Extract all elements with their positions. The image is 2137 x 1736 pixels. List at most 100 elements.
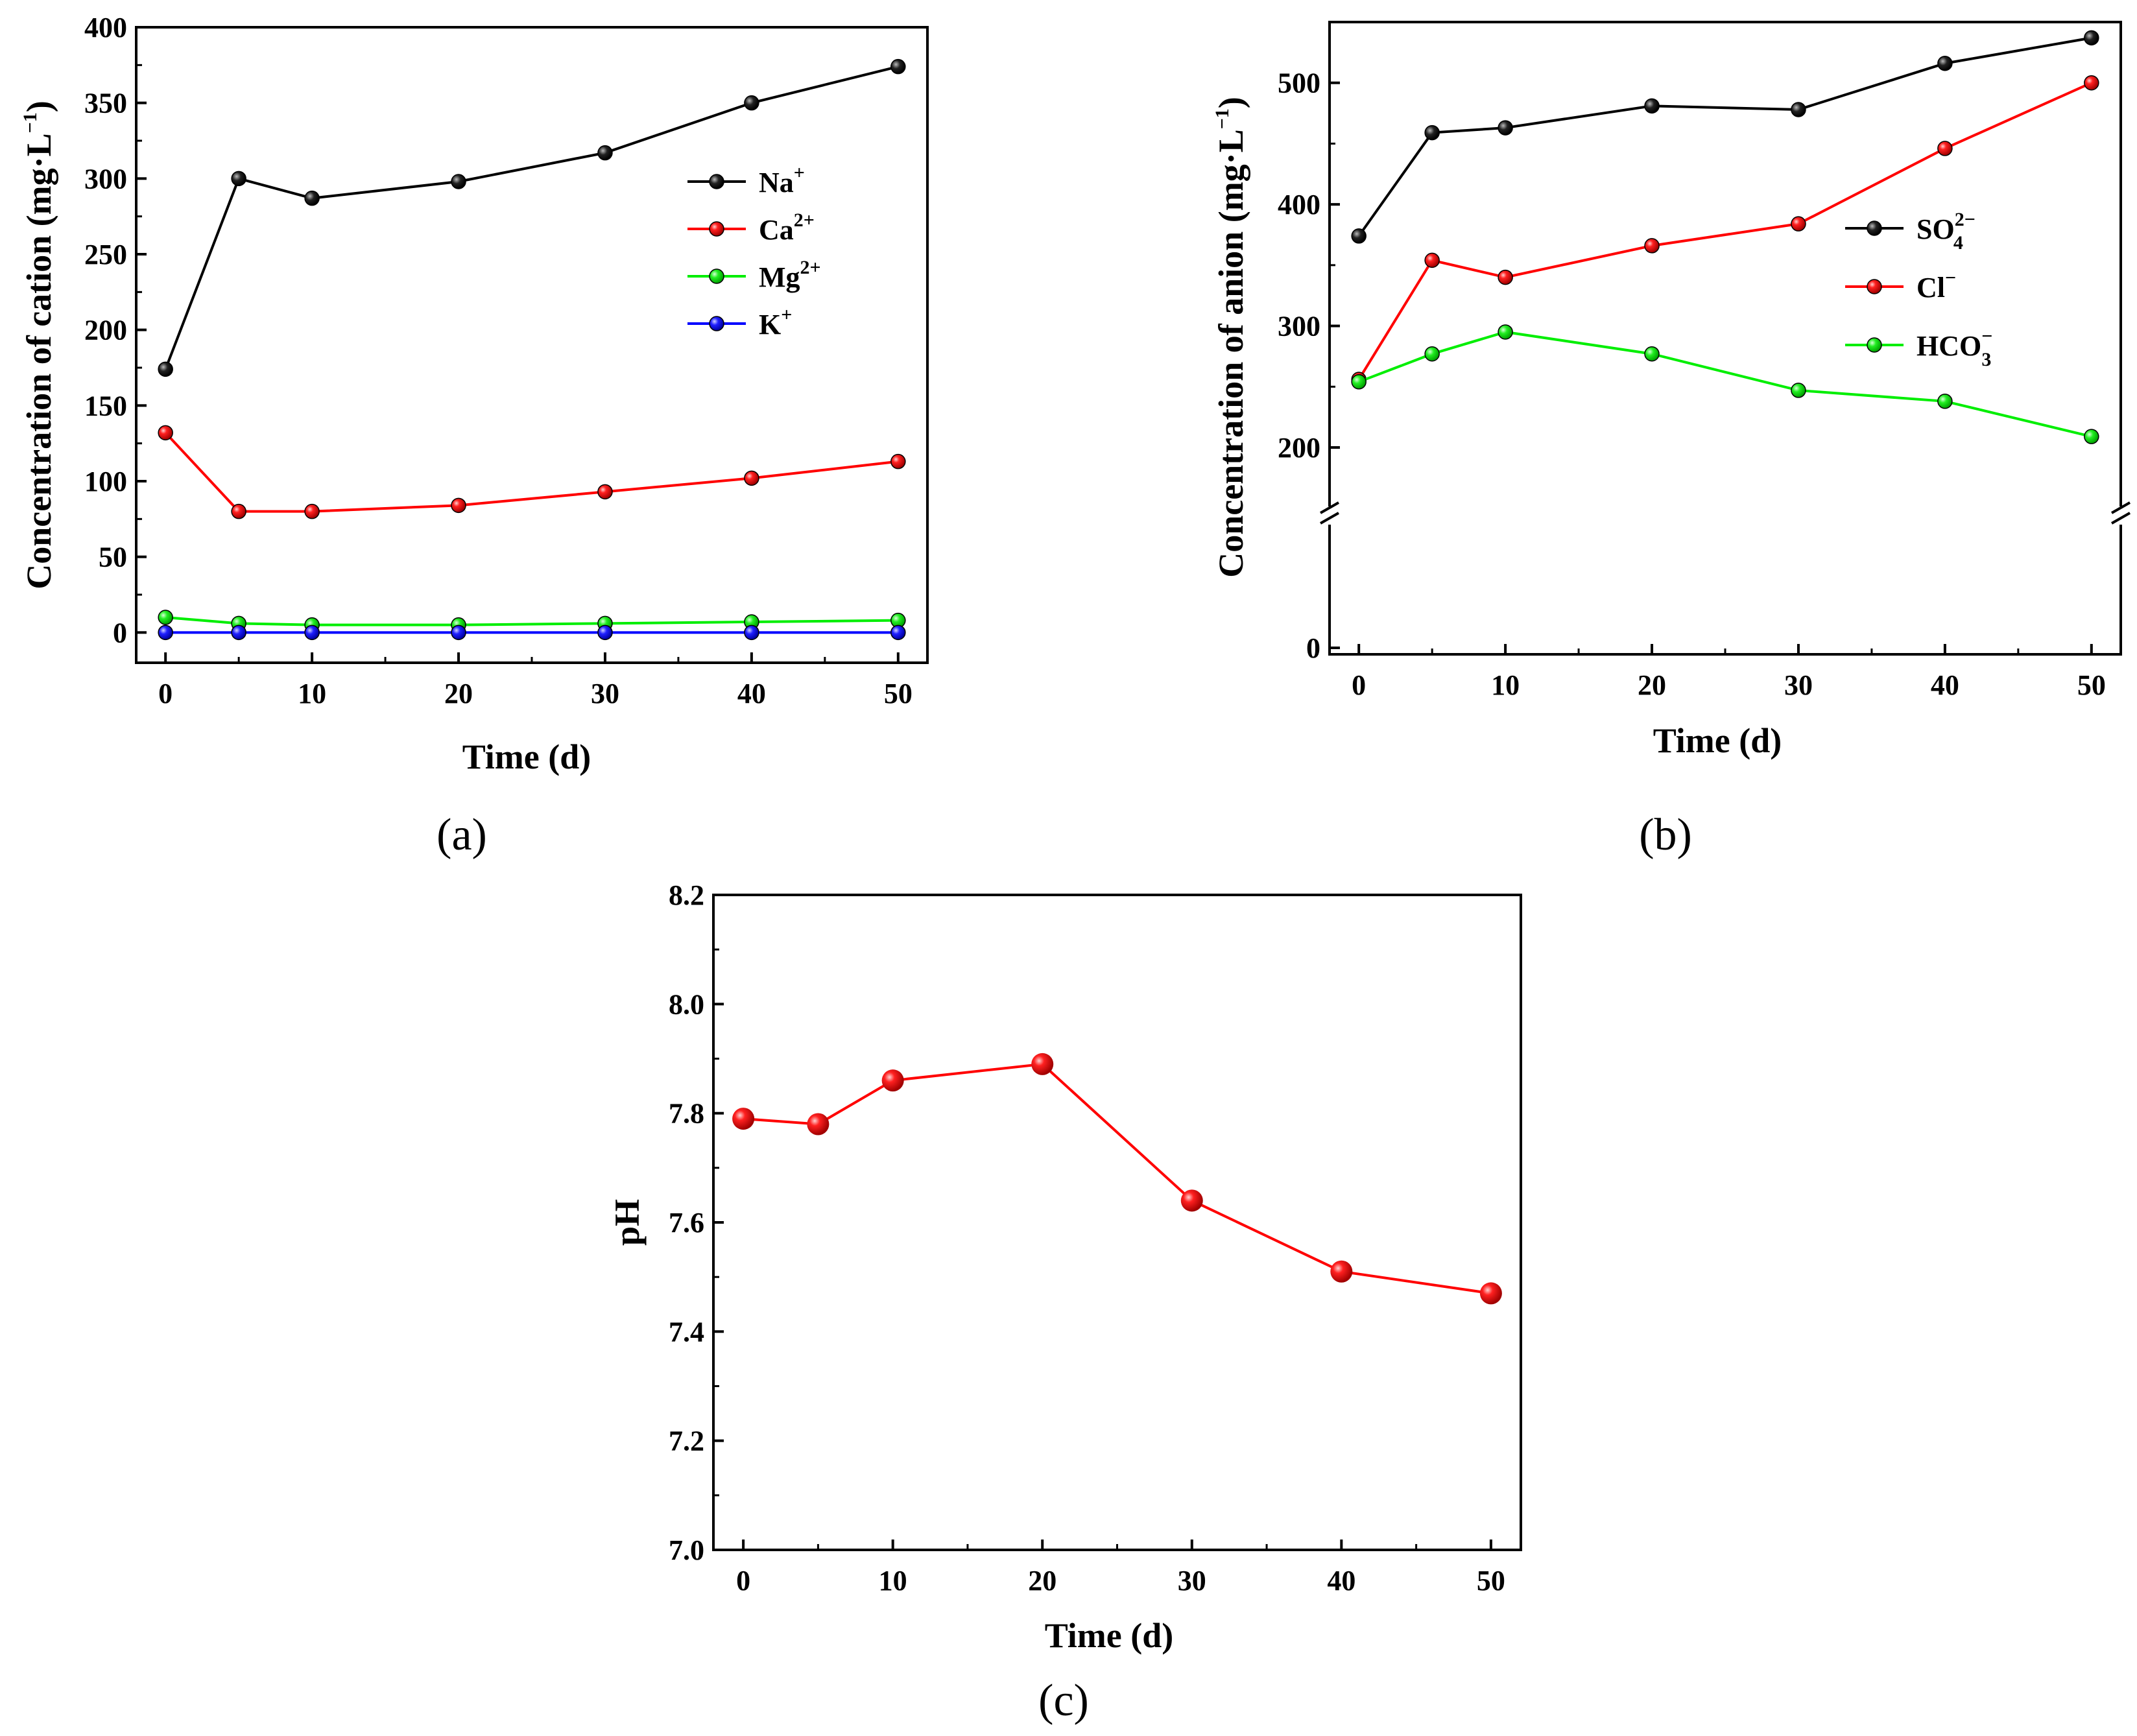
data-point-na — [890, 58, 906, 75]
y-tick-label: 300 — [84, 163, 127, 195]
series-line-ph — [743, 1062, 1492, 1295]
data-point-na — [304, 190, 320, 206]
x-tick-label: 0 — [736, 1565, 750, 1597]
data-point-cl — [2084, 75, 2099, 91]
panel-label-a: (a) — [436, 810, 487, 860]
legend-marker — [709, 268, 724, 284]
data-point-k — [158, 624, 173, 641]
y-tick-label: 8.0 — [669, 988, 704, 1020]
chart-a: 0 10 20 30 40 50 0 50 100 150 200 250 300 350 400 Na+ C… — [19, 12, 929, 860]
y-tick-label: 400 — [84, 12, 127, 43]
y-axis-title-a: Concentration of cation (mg·L−1) — [19, 101, 58, 589]
x-axis-title-c: Time (d) — [1045, 1616, 1174, 1655]
series-b — [1351, 30, 2099, 444]
y-axis-title-c: pH — [608, 1199, 647, 1246]
data-point-ca — [231, 503, 246, 519]
data-point-k — [890, 624, 906, 641]
data-point-k — [231, 624, 246, 641]
series-line-ca — [164, 431, 899, 513]
data-point-na — [158, 361, 173, 377]
legend-marker — [709, 316, 724, 331]
axis-break-mark — [2111, 501, 2131, 514]
series-line-mg — [165, 616, 898, 626]
data-point-cl — [1937, 141, 1953, 156]
y-axis-title-b-text: Concentration of anion (mg·L — [1212, 129, 1250, 578]
y-tick-label: 8.2 — [669, 879, 704, 911]
legend-marker — [709, 174, 724, 189]
y-tick-label: 150 — [84, 390, 127, 422]
axis-break-mark — [2111, 512, 2131, 525]
data-point-ca — [890, 453, 906, 470]
legend-a: Na+ Ca2+ Mg2+ K+ — [687, 162, 821, 340]
x-axis-title-b: Time (d) — [1653, 721, 1782, 760]
y-tick-label: 0 — [1306, 632, 1320, 664]
data-point-so — [1424, 125, 1440, 141]
legend-label: K+ — [759, 304, 792, 340]
x-tick-label: 40 — [1931, 669, 1959, 701]
data-point-hco — [1351, 374, 1367, 390]
data-point-mg — [158, 610, 173, 625]
data-point-hco — [2084, 429, 2099, 444]
data-point-na — [451, 174, 466, 189]
data-point-cl — [1644, 238, 1660, 254]
data-point-hco — [1424, 346, 1440, 362]
y-tick-label: 7.4 — [669, 1316, 704, 1348]
data-point-so — [2084, 30, 2099, 46]
axis-break-mark — [1320, 512, 1339, 525]
axis-break-mark — [1320, 501, 1339, 514]
data-point-ph — [1180, 1189, 1203, 1212]
legend-label: SO2− 4 — [1916, 209, 1976, 254]
legend-marker — [709, 221, 724, 237]
legend-label: Mg2+ — [759, 257, 821, 293]
y-tick-label: 400 — [1278, 189, 1320, 220]
x-axis-title-a: Time (d) — [462, 737, 591, 776]
x-tick-label: 20 — [444, 678, 473, 709]
data-point-cl — [1498, 269, 1513, 285]
series-line-hco — [1358, 330, 2092, 438]
y-tick-label: 250 — [84, 239, 127, 270]
data-point-ph — [807, 1113, 830, 1136]
plot-frame-a — [135, 26, 929, 664]
panel-label-c: (c) — [1038, 1676, 1089, 1726]
x-tick-label: 10 — [879, 1565, 907, 1597]
data-point-ca — [451, 497, 466, 514]
y-tick-label: 7.8 — [669, 1098, 704, 1130]
y-tick-label: 500 — [1278, 67, 1320, 99]
data-point-hco — [1791, 383, 1806, 398]
y-tick-label: 100 — [84, 466, 127, 497]
data-point-ca — [597, 484, 613, 500]
y-tick-label: 200 — [84, 315, 127, 346]
y-tick-label: 0 — [113, 617, 127, 648]
x-tick-label: 0 — [158, 678, 173, 709]
data-point-hco — [1644, 346, 1660, 362]
x-tick-label: 20 — [1638, 669, 1666, 701]
series-c — [732, 1052, 1502, 1305]
data-point-ph — [1479, 1282, 1502, 1305]
y-axis-title-a-exp: −1 — [19, 112, 41, 133]
y-tick-label: 50 — [99, 541, 127, 573]
data-point-hco — [1498, 324, 1513, 340]
y-tick-label: 350 — [84, 88, 127, 119]
data-point-k — [304, 624, 320, 641]
data-point-so — [1937, 55, 1953, 71]
y-axis-title-b-exp: −1 — [1212, 108, 1233, 129]
x-tick-label: 10 — [298, 678, 326, 709]
data-point-k — [744, 624, 759, 641]
axes-a: 0 10 20 30 40 50 0 50 100 150 200 250 300 350 400 — [84, 12, 913, 709]
y-axis-title-b: Concentration of anion (mg·L−1) — [1212, 97, 1250, 578]
y-tick-label: 300 — [1278, 311, 1320, 342]
legend-b: SO2− 4 Cl− HCO− 3 — [1845, 209, 1992, 370]
data-point-na — [597, 145, 613, 161]
legend-label: Ca2+ — [759, 209, 815, 246]
y-axis-title-a-close: ) — [19, 101, 58, 112]
data-point-ca — [304, 503, 320, 519]
axes-c: 0 10 20 30 40 50 7.0 7.2 7.4 7.6 7.8 8.0 8.2 — [669, 879, 1505, 1597]
y-tick-label: 7.0 — [669, 1534, 704, 1566]
data-point-na — [744, 95, 759, 111]
x-tick-label: 0 — [1352, 669, 1366, 701]
data-point-ph — [1031, 1052, 1054, 1075]
legend-label: Cl− — [1916, 267, 1956, 303]
x-tick-label: 20 — [1028, 1565, 1057, 1597]
x-tick-label: 30 — [1784, 669, 1813, 701]
legend-marker — [1867, 279, 1882, 294]
